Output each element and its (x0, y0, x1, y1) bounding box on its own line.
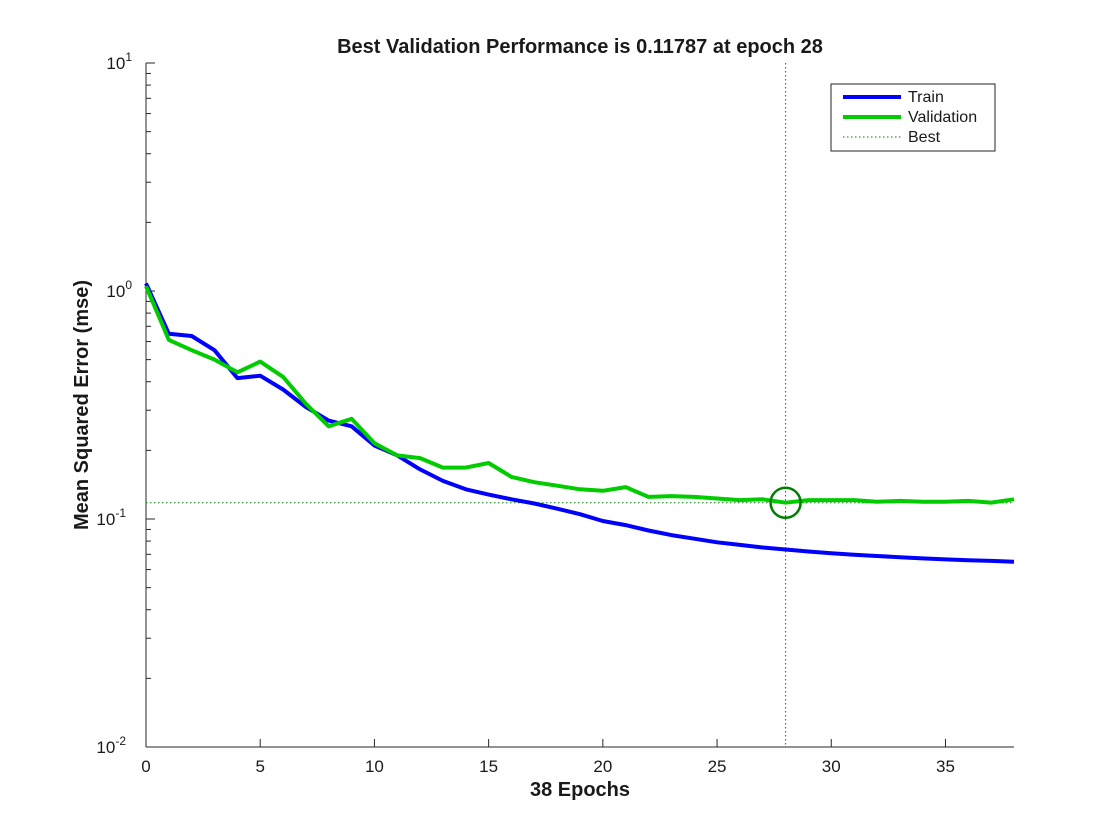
x-tick-label: 20 (593, 757, 612, 776)
x-axis-label: 38 Epochs (530, 779, 630, 801)
x-tick-label: 35 (936, 757, 955, 776)
x-tick-label: 5 (255, 757, 264, 776)
x-tick-label: 10 (365, 757, 384, 776)
y-tick-label: 101 (106, 50, 132, 73)
legend: Train Validation Best (830, 83, 996, 152)
y-axis-label: Mean Squared Error (mse) (71, 280, 93, 530)
x-tick-label: 30 (822, 757, 841, 776)
y-tick-label: 10-1 (96, 506, 126, 529)
y-tick-label: 100 (106, 278, 132, 301)
x-tick-label: 15 (479, 757, 498, 776)
plot-area: 0 5 10 15 20 25 30 35 10-2 10-1 100 101 (96, 50, 1015, 776)
best-point-marker (769, 486, 802, 519)
chart-title: Best Validation Performance is 0.11787 a… (337, 36, 823, 58)
legend-label-train: Train (908, 89, 944, 106)
series-line-train (144, 282, 1015, 564)
legend-label-best: Best (908, 129, 941, 146)
y-tick-label: 10-2 (96, 734, 126, 757)
x-tick-label: 25 (708, 757, 727, 776)
series-line-validation (144, 285, 1015, 505)
x-tick-label: 0 (141, 757, 150, 776)
legend-label-validation: Validation (908, 109, 977, 126)
